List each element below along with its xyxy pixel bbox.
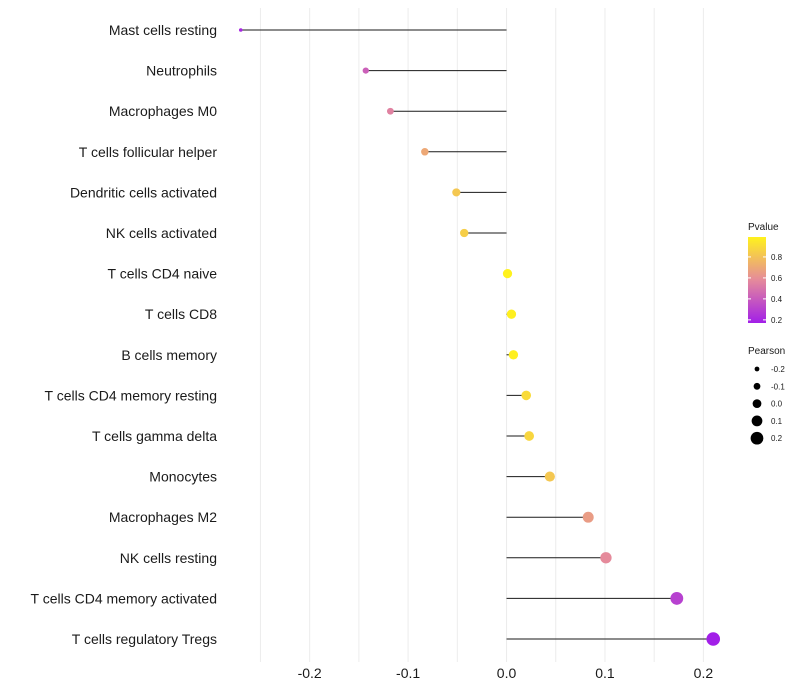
pvalue-tick-label: 0.2 [771, 316, 783, 325]
data-point [421, 148, 429, 156]
pvalue-legend-title: Pvalue [748, 222, 779, 233]
x-tick-label: -0.1 [396, 665, 420, 681]
pearson-legend-dot [750, 431, 764, 445]
category-label: T cells follicular helper [79, 144, 218, 160]
data-point [582, 511, 594, 523]
pearson-legend-label: 0.1 [771, 417, 783, 426]
stems [240, 29, 714, 640]
data-point [386, 107, 394, 115]
category-label: T cells gamma delta [92, 428, 217, 444]
pearson-legend: Pearson -0.2 -0.1 0.0 0.1 0.2 [748, 346, 785, 445]
x-tick-label: 0.1 [595, 665, 615, 681]
pvalue-legend: Pvalue 0.8 0.6 0.4 0.2 [748, 222, 783, 325]
pearson-legend-title: Pearson [748, 346, 785, 357]
pvalue-tick-label: 0.4 [771, 295, 783, 304]
pearson-legend-dot [752, 399, 762, 408]
pearson-legend-label: 0.2 [771, 434, 783, 443]
category-label: Dendritic cells activated [70, 184, 217, 200]
category-label: Neutrophils [146, 63, 217, 79]
data-point [502, 268, 513, 279]
pvalue-ticks: 0.8 0.6 0.4 0.2 [748, 253, 783, 325]
category-label: Macrophages M2 [109, 509, 217, 525]
data-point [238, 28, 243, 32]
category-label: NK cells resting [120, 550, 217, 566]
pearson-legend-dot [753, 382, 761, 390]
data-point [362, 67, 369, 74]
pearson-legend-dot [754, 366, 760, 372]
category-labels: Mast cells resting Neutrophils Macrophages… [31, 22, 218, 647]
category-label: NK cells activated [106, 225, 217, 241]
category-label: Mast cells resting [109, 22, 217, 38]
x-axis-ticks: -0.2 -0.1 0.0 0.1 0.2 [298, 665, 714, 681]
pearson-legend-dot [751, 415, 763, 427]
x-tick-label: 0.0 [497, 665, 517, 681]
data-point [452, 188, 461, 197]
pearson-legend-label: -0.1 [771, 382, 785, 391]
category-label: T cells regulatory Tregs [72, 631, 217, 647]
x-tick-label: -0.2 [298, 665, 322, 681]
data-point [706, 632, 721, 646]
points [238, 28, 721, 646]
data-point [670, 591, 684, 605]
pvalue-tick-label: 0.8 [771, 253, 783, 262]
data-point [521, 390, 532, 401]
category-label: T cells CD4 naive [108, 266, 218, 282]
data-point [508, 350, 519, 360]
category-label: T cells CD8 [145, 306, 217, 322]
data-point [600, 552, 612, 564]
x-tick-label: 0.2 [694, 665, 714, 681]
grid-lines [259, 8, 704, 662]
category-label: T cells CD4 memory activated [31, 590, 217, 606]
category-label: B cells memory [121, 347, 217, 363]
pvalue-tick-label: 0.6 [771, 274, 783, 283]
category-label: Macrophages M0 [109, 103, 217, 119]
pearson-legend-label: 0.0 [771, 400, 783, 409]
category-label: Monocytes [149, 469, 217, 485]
pearson-legend-label: -0.2 [771, 365, 785, 374]
data-point [506, 309, 517, 319]
pvalue-colorbar [748, 237, 766, 323]
pearson-legend-items: -0.2 -0.1 0.0 0.1 0.2 [750, 365, 785, 445]
data-point [544, 471, 555, 482]
category-label: T cells CD4 memory resting [45, 387, 217, 403]
data-point [460, 228, 469, 238]
data-point [524, 431, 535, 441]
